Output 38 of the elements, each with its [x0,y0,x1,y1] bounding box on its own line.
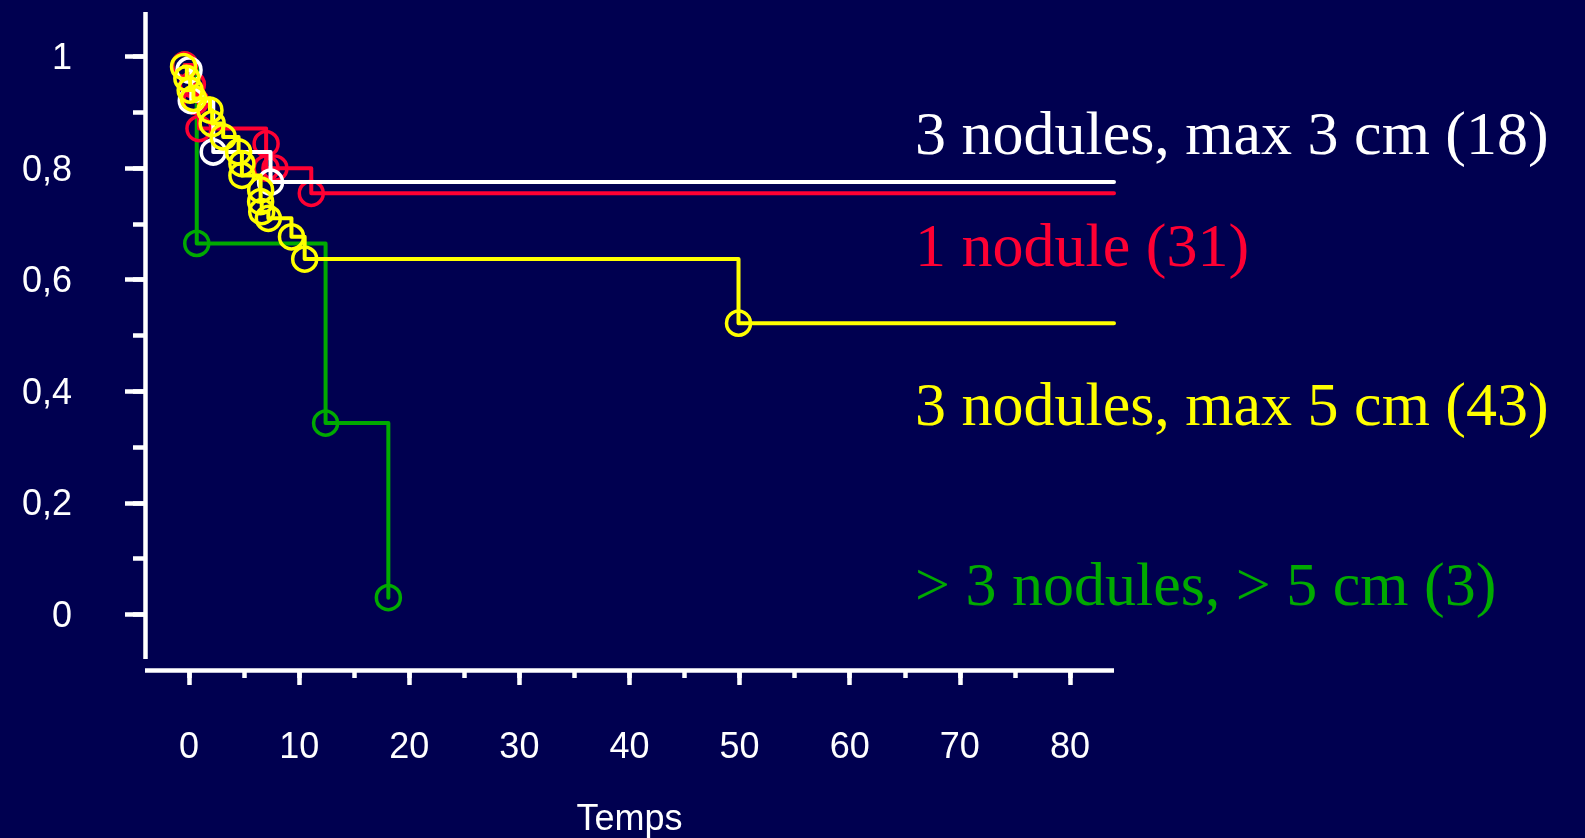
point [246,187,275,216]
y-tick-label: 0 [51,593,72,635]
point [724,309,753,337]
point [196,96,224,124]
series-label: 3 nodules, max 5 cm (43) [915,370,1549,439]
point [228,149,256,178]
series-label: 3 nodules, max 3 cm (18) [915,99,1549,168]
y-tick-label: 0,4 [21,370,72,412]
series-label: 1 nodule (31) [915,211,1250,280]
y-tick-label: 0,2 [21,482,72,524]
x-tick-label: 20 [389,724,430,766]
point [248,197,276,226]
x-tick-label: 10 [279,724,320,766]
x-tick-label: 70 [939,724,980,766]
point [374,583,403,612]
x-axis-title: Temps [576,796,683,838]
point [224,138,253,166]
point [228,161,256,190]
point [176,76,204,104]
point [209,123,237,151]
y-tick-label: 0,8 [21,147,72,189]
y-tick-label: 0,6 [21,259,72,301]
x-tick-label: 40 [609,724,650,766]
point [277,223,306,251]
point [311,409,340,437]
y-tick-label: 1 [51,36,72,78]
x-tick-label: 80 [1049,724,1090,766]
point [254,204,283,233]
point [198,109,226,138]
x-tick-label: 50 [719,724,760,766]
x-tick-label: 30 [499,724,540,766]
point [290,245,319,273]
text: > 3 nodules, > 5 cm (3) [915,550,1497,619]
point [246,176,275,204]
point [173,64,201,93]
x-tick-label: 60 [829,724,870,766]
point [183,229,211,258]
x-tick-label: 0 [179,724,200,766]
